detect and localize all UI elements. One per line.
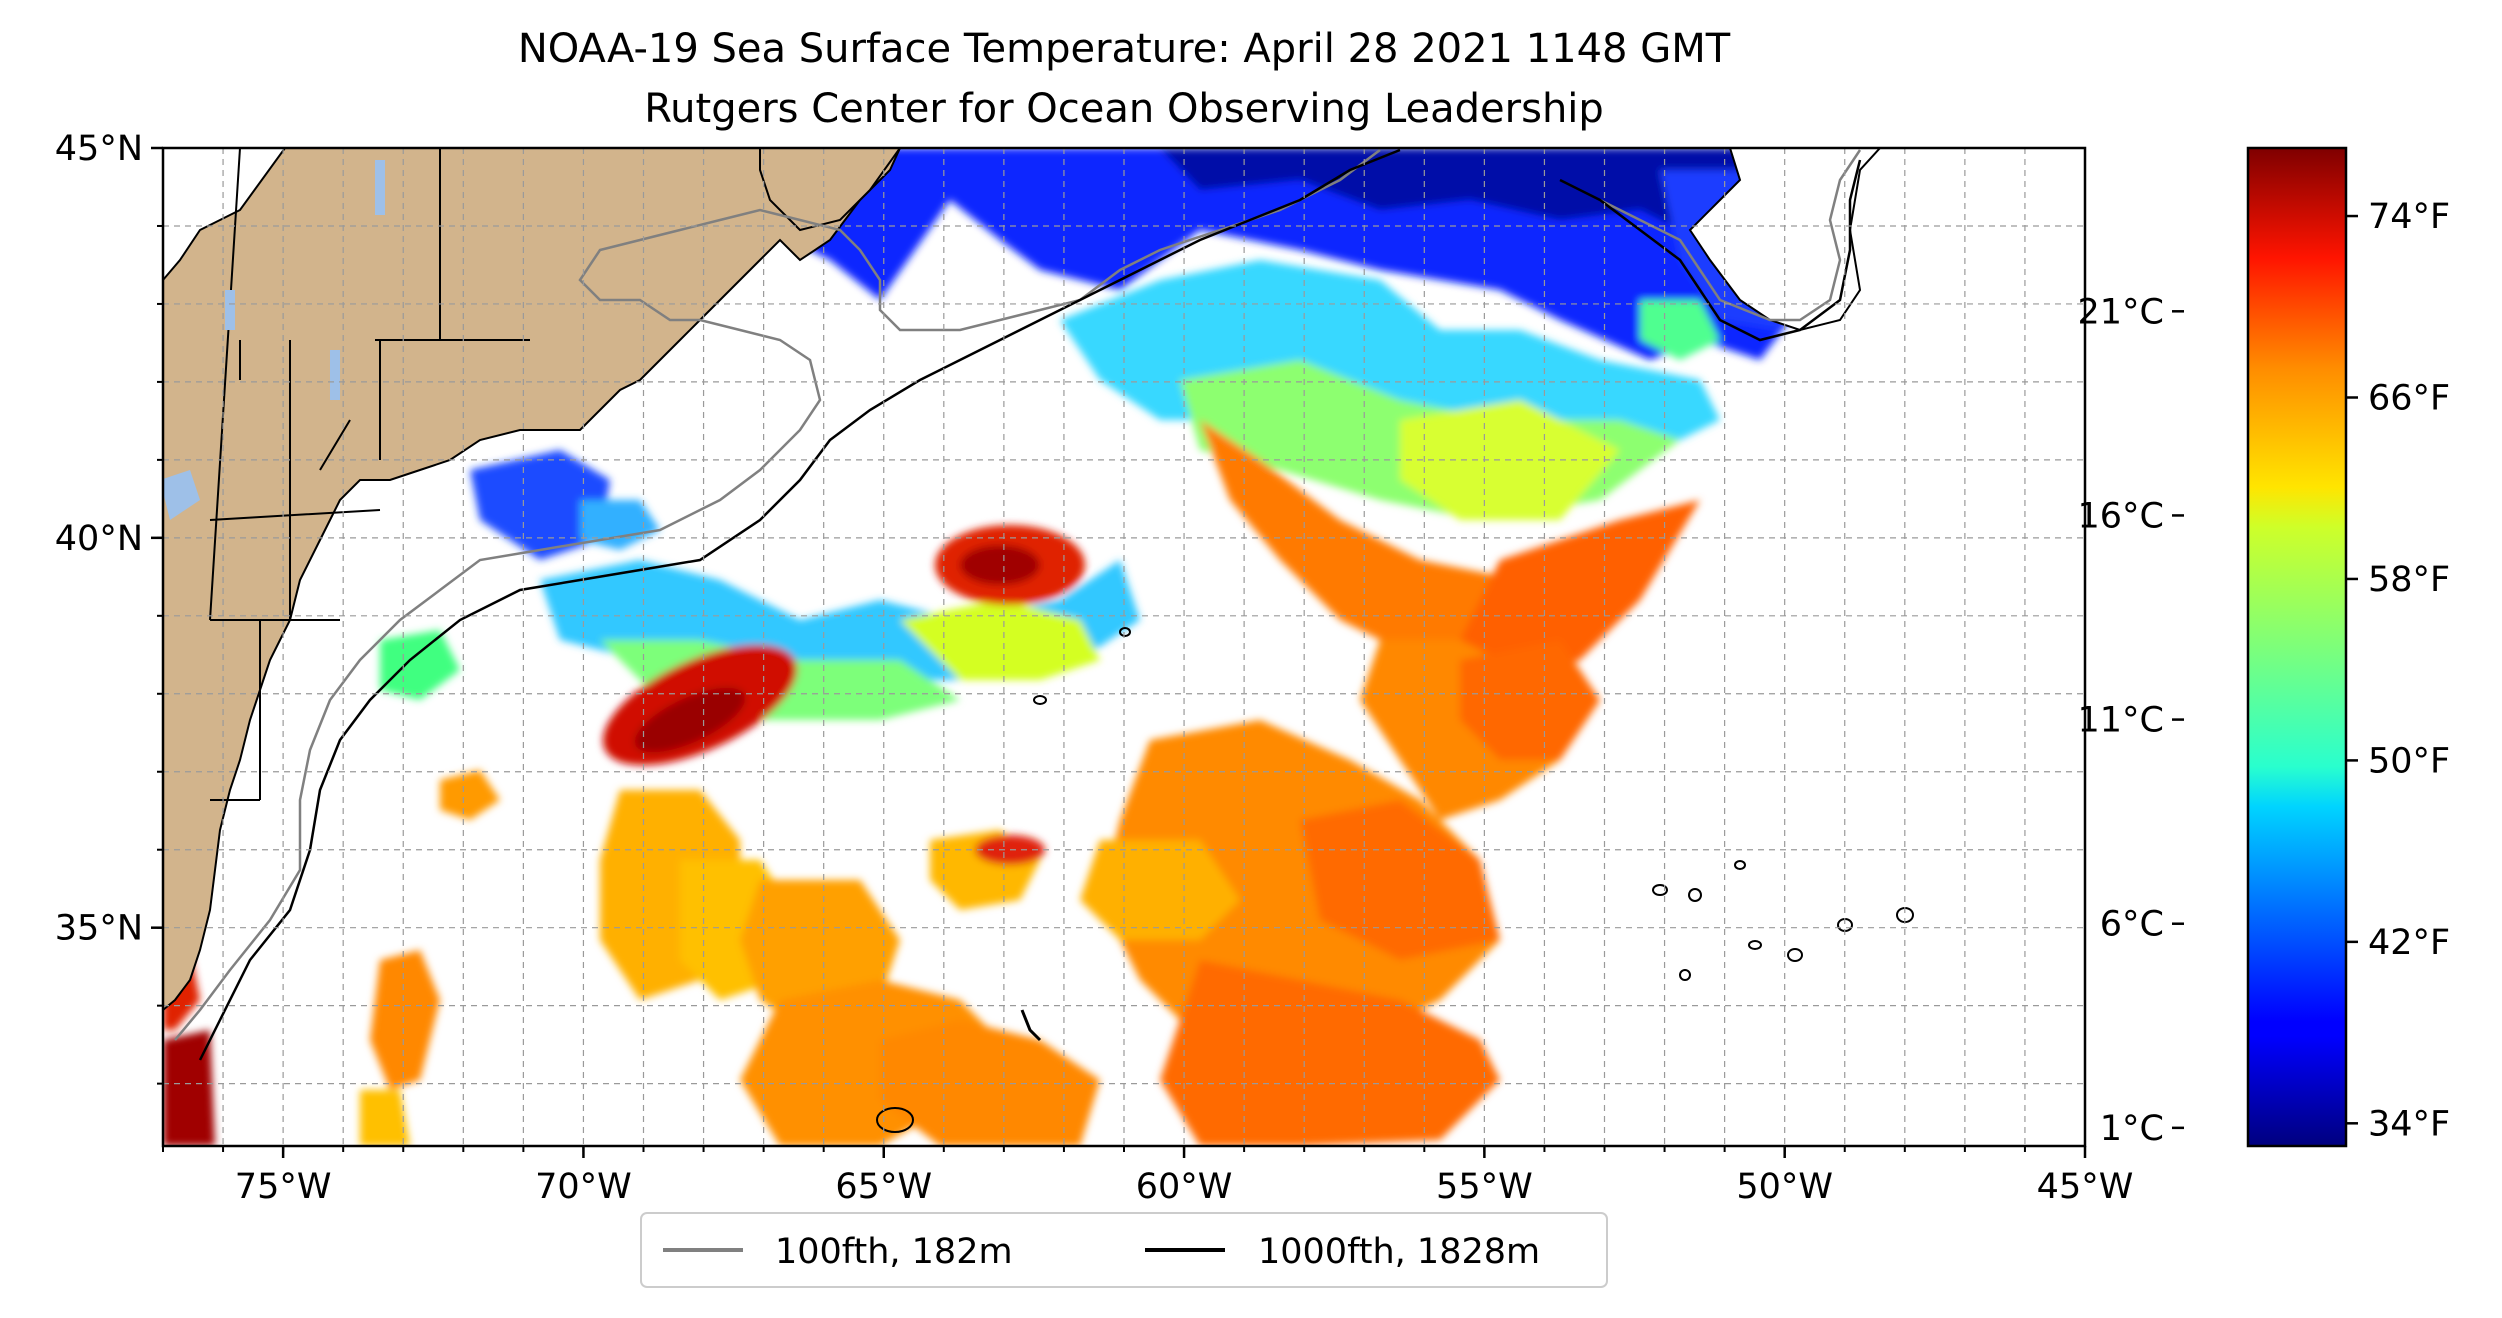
x-tick-label: 50°W (1736, 1167, 1833, 1207)
colorbar-c-label: 16°C (2078, 496, 2164, 536)
x-tick-label: 70°W (535, 1167, 632, 1207)
colorbar-f-label: 42°F (2368, 923, 2450, 963)
colorbar-f-label: 58°F (2368, 560, 2450, 600)
colorbar-c-label: 11°C (2078, 701, 2164, 741)
x-tick-label: 55°W (1436, 1167, 1533, 1207)
y-tick-label: 45°N (55, 129, 143, 169)
colorbar-f-label: 34°F (2368, 1104, 2450, 1144)
colorbar-gradient (2246, 146, 2348, 1148)
title-line-1: NOAA-19 Sea Surface Temperature: April 2… (518, 26, 1731, 72)
y-axis-ticks: 45°N 40°N 35°N (55, 129, 163, 1085)
x-tick-label: 60°W (1136, 1167, 1233, 1207)
gridlines (162, 147, 2086, 1146)
legend: 100fth, 182m 1000fth, 1828m (640, 1212, 1608, 1288)
legend-label-100fth: 100fth, 182m (775, 1232, 1013, 1272)
isobaths (174, 148, 1914, 1133)
colorbar-f-label: 66°F (2368, 379, 2450, 419)
colorbar-f-label: 74°F (2368, 197, 2450, 237)
title-line-2: Rutgers Center for Ocean Observing Leade… (644, 86, 1604, 132)
sst-field (163, 148, 1790, 1146)
x-axis-ticks: 75°W 70°W 65°W 60°W 55°W 50°W 45°W (162, 1146, 2134, 1207)
colorbar-c-label: 6°C (2100, 905, 2164, 945)
colorbar-fahrenheit-ticks: 34°F 42°F 50°F 58°F 66°F 74°F (2346, 197, 2450, 1144)
x-tick-label: 65°W (835, 1167, 932, 1207)
x-tick-label: 45°W (2037, 1167, 2134, 1207)
colorbar-f-label: 50°F (2368, 741, 2450, 781)
isobath-100fth (174, 149, 1381, 1041)
colorbar-c-label: 1°C (2100, 1109, 2164, 1149)
colorbar-c-label: 21°C (2078, 292, 2164, 332)
x-tick-label: 75°W (235, 1167, 332, 1207)
legend-label-1000fth: 1000fth, 1828m (1258, 1232, 1540, 1272)
legend-box (640, 1212, 1608, 1288)
y-tick-label: 40°N (55, 519, 143, 559)
colorbar: 34°F 42°F 50°F 58°F 66°F 74°F 1°C 6°C 11°C 16°C 2… (2078, 146, 2450, 1149)
map-panel: 75°W 70°W 65°W 60°W 55°W 50°W 45°W 45°N 40°N 35°… (55, 129, 2134, 1207)
isobath-1000fth (198, 148, 1401, 1061)
y-tick-label: 35°N (55, 909, 143, 949)
colorbar-celsius-ticks: 1°C 6°C 11°C 16°C 21°C (2078, 292, 2184, 1149)
